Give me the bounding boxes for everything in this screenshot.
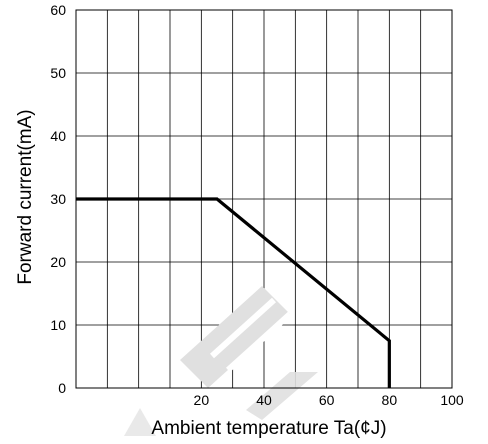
- x-tick-label: 60: [319, 392, 335, 408]
- series-layer: [76, 197, 391, 388]
- y-tick-label: 10: [50, 317, 66, 333]
- y-tick-label: 50: [50, 65, 66, 81]
- y-tick-label: 0: [58, 380, 66, 396]
- x-axis-label: Ambient temperature Ta(¢J): [151, 418, 386, 439]
- x-tick-label: 20: [194, 392, 210, 408]
- watermark-stroke: [124, 408, 156, 436]
- y-tick-label: 20: [50, 254, 66, 270]
- y-tick-label: 60: [50, 2, 66, 18]
- grid-lines: [76, 10, 452, 388]
- x-tick-label: 80: [382, 392, 398, 408]
- watermark-logo: [124, 286, 318, 436]
- x-axis-ticks: 20 40 60 80 100: [194, 392, 464, 408]
- derating-curve: [76, 197, 391, 388]
- watermark-stroke: [209, 297, 293, 373]
- y-axis-label: Forward current(mA): [15, 109, 36, 284]
- x-tick-label: 100: [440, 392, 464, 408]
- y-tick-label: 40: [50, 128, 66, 144]
- watermark-stroke: [246, 372, 318, 420]
- y-tick-label: 30: [50, 191, 66, 207]
- y-axis-ticks: 0 10 20 30 40 50 60: [50, 2, 66, 396]
- x-tick-label: 40: [256, 392, 272, 408]
